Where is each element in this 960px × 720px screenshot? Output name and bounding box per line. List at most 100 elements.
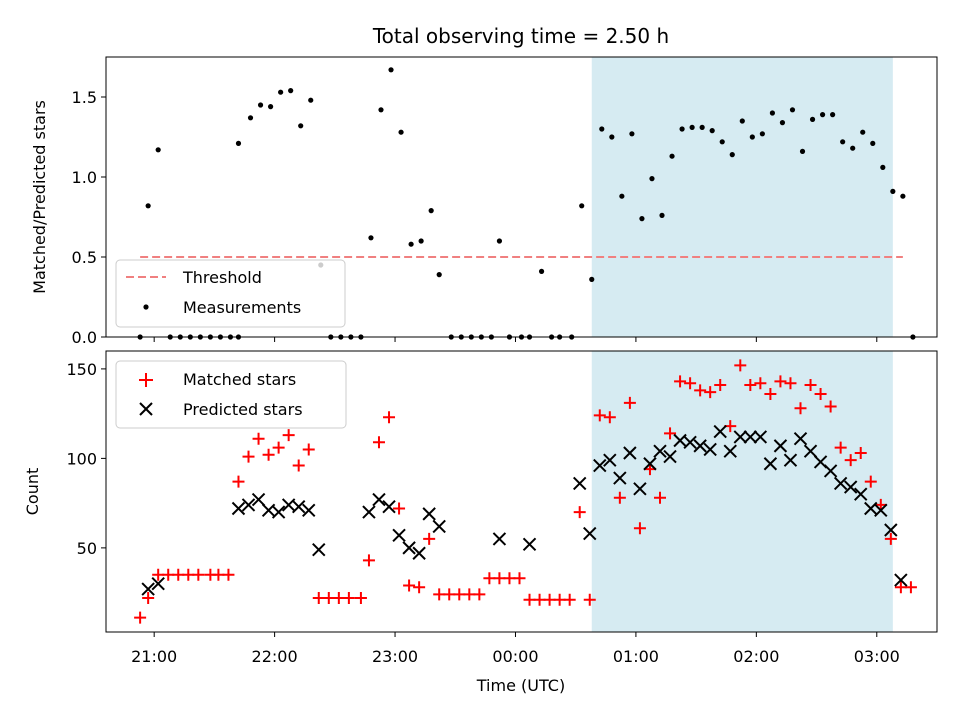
matched-star-point xyxy=(834,441,847,454)
matched-star-point xyxy=(152,568,165,581)
matched-star-point xyxy=(784,377,797,390)
x-tick-label: 23:00 xyxy=(372,647,418,666)
matched-star-point xyxy=(523,593,536,606)
predicted-star-point xyxy=(854,487,868,501)
top-y-ticks: 0.0 0.5 1.0 1.5 xyxy=(72,88,106,347)
predicted-star-point xyxy=(231,501,246,516)
top-panel-frame xyxy=(105,56,938,338)
measurement-point xyxy=(669,153,675,159)
measurement-point xyxy=(155,147,161,153)
top-y-axis-label: Matched/Predicted stars xyxy=(30,100,49,294)
predicted-star-point xyxy=(593,458,607,473)
measurement-point xyxy=(428,208,434,214)
matched-star-point xyxy=(603,411,616,424)
bottom-legend-box xyxy=(115,360,347,429)
matched-star-point xyxy=(232,475,245,488)
predicted-star-point xyxy=(884,523,898,537)
measurement-point xyxy=(890,188,896,194)
predicted-star-point xyxy=(382,500,396,514)
matched-star-point xyxy=(362,554,375,567)
matched-star-point xyxy=(342,591,355,604)
measurement-point xyxy=(398,129,404,135)
predicted-star-point xyxy=(833,476,848,491)
matched-star-point xyxy=(704,386,717,399)
matched-star-point xyxy=(383,411,396,424)
predicted-star-point xyxy=(372,492,386,507)
predicted-star-point xyxy=(743,430,758,444)
matched-star-point xyxy=(332,591,345,604)
top-legend-box xyxy=(115,259,346,328)
matched-star-point xyxy=(664,427,677,440)
matched-star-point xyxy=(212,568,225,581)
legend-measurements-swatch xyxy=(143,304,149,310)
measurement-point xyxy=(729,152,735,158)
measurement-point xyxy=(589,276,595,282)
predicted-star-point xyxy=(703,442,717,457)
matched-star-point xyxy=(884,532,897,545)
predicted-star-point xyxy=(894,573,908,587)
measurement-point xyxy=(689,124,695,130)
legend-measurements-label: Measurements xyxy=(183,298,301,317)
predicted-star-point xyxy=(492,532,507,546)
predicted-star-point xyxy=(583,526,597,541)
measurement-point xyxy=(830,112,836,118)
predicted-star-point xyxy=(432,519,446,534)
bottom-panel-frame xyxy=(105,350,938,633)
matched-star-point xyxy=(674,375,687,388)
measurement-point xyxy=(769,110,776,116)
measurement-point xyxy=(267,104,274,110)
predicted-star-point xyxy=(874,503,888,518)
matched-star-point xyxy=(393,502,406,515)
measurement-point xyxy=(619,193,625,199)
matched-star-point xyxy=(134,611,147,624)
predicted-star-point xyxy=(613,471,627,485)
matched-star-point xyxy=(162,568,175,581)
matched-star-point xyxy=(473,588,486,601)
measurement-point xyxy=(538,268,545,274)
bottom-y-ticks: 50 100 150 xyxy=(66,360,106,558)
predicted-star-point xyxy=(573,476,587,491)
predicted-star-point xyxy=(151,576,165,591)
matched-star-point xyxy=(483,572,496,585)
predicted-star-point xyxy=(683,435,697,449)
matched-star-point xyxy=(413,581,426,594)
measurement-point xyxy=(368,235,374,241)
predicted-star-point xyxy=(803,444,818,458)
matched-star-point xyxy=(854,447,867,460)
predicted-star-point xyxy=(402,541,416,555)
matched-star-point xyxy=(354,591,367,604)
matched-star-point xyxy=(744,379,757,392)
predicted-stars-series xyxy=(141,424,908,596)
matched-star-point xyxy=(192,568,205,581)
top-panel: 0.0 0.5 1.0 1.5 Matched/Predicted stars Thr… xyxy=(30,56,938,347)
predicted-star-point xyxy=(753,430,768,444)
matched-star-point xyxy=(864,475,877,488)
top-legend: Threshold Measurements xyxy=(115,259,346,328)
top-x-ticks xyxy=(153,337,878,342)
matched-star-point xyxy=(563,593,576,606)
measurement-point xyxy=(719,139,725,145)
predicted-star-point xyxy=(823,464,838,478)
measurement-point xyxy=(629,131,635,137)
measurement-point xyxy=(679,126,685,132)
matched-star-point xyxy=(272,441,285,454)
matched-star-point xyxy=(654,491,666,504)
matched-star-point xyxy=(754,377,767,390)
matched-star-point xyxy=(573,506,586,519)
matched-star-point xyxy=(633,522,646,535)
measurement-point xyxy=(308,97,314,103)
predicted-star-point xyxy=(623,446,637,460)
measurement-point xyxy=(257,102,264,108)
x-tick-label: 02:00 xyxy=(733,647,779,666)
measurement-point xyxy=(378,107,384,113)
predicted-star-point xyxy=(312,542,326,557)
predicted-star-point xyxy=(713,424,727,439)
matched-star-point xyxy=(593,409,606,422)
predicted-star-point xyxy=(663,449,677,464)
measurement-point xyxy=(799,148,806,154)
measurement-point xyxy=(639,216,645,222)
y-tick-label: 50 xyxy=(77,539,97,558)
predicted-star-point xyxy=(412,546,426,560)
predicted-star-point xyxy=(251,492,266,507)
